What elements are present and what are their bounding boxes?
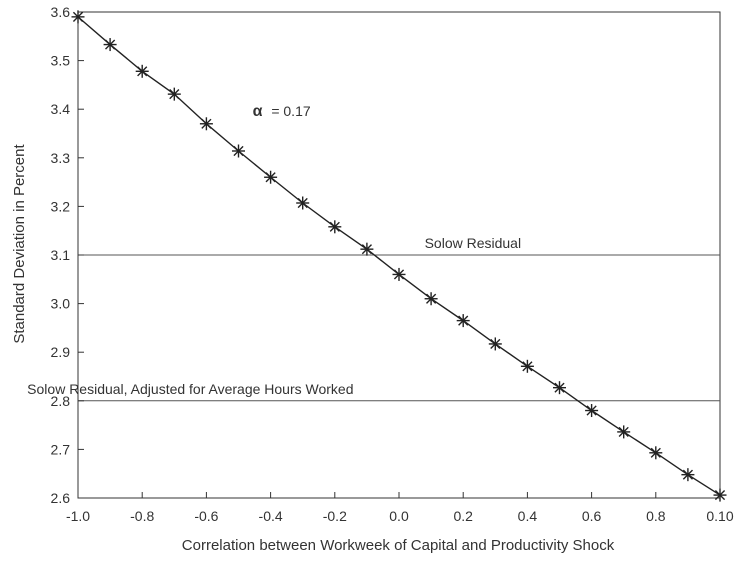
x-tick-label: 0.6 [582, 508, 602, 524]
data-point-star [713, 488, 727, 502]
x-tick-label: 0.2 [453, 508, 473, 524]
y-tick-label: 3.4 [51, 101, 71, 117]
data-point-star [199, 117, 213, 131]
data-point-star [135, 64, 149, 78]
data-point-star [424, 292, 438, 306]
x-tick-label: 0.0 [389, 508, 409, 524]
annotations-layer: α = 0.17 [253, 103, 311, 120]
y-tick-label: 2.9 [51, 344, 71, 360]
reference-line-label: Solow Residual, Adjusted for Average Hou… [27, 381, 353, 397]
alpha-value: = 0.17 [271, 103, 311, 119]
y-tick-label: 2.6 [51, 490, 71, 506]
x-tick-label: -0.2 [323, 508, 347, 524]
data-point-star [681, 468, 695, 482]
x-tick-label: 0.4 [518, 508, 538, 524]
data-point-star [649, 446, 663, 460]
y-tick-label: 3.3 [51, 150, 71, 166]
reference-line-label: Solow Residual [425, 235, 522, 251]
x-tick-label: 0.8 [646, 508, 666, 524]
series-layer [71, 10, 727, 502]
alpha-symbol: α [253, 103, 263, 120]
data-point-star [328, 220, 342, 234]
x-axis-ticks: -1.0 -0.8 -0.6 -0.4 -0.2 0.0 0.2 0.4 0.6 0.8 0.10 [66, 492, 734, 524]
data-point-star [360, 242, 374, 256]
data-point-star [392, 267, 406, 281]
x-tick-label: -0.6 [194, 508, 218, 524]
data-point-star [264, 170, 278, 184]
data-point-star [296, 196, 310, 210]
y-tick-label: 3.1 [51, 247, 71, 263]
data-point-star [585, 404, 599, 418]
y-tick-label: 2.8 [51, 393, 71, 409]
data-point-star [617, 425, 631, 439]
data-point-star [232, 144, 245, 158]
x-tick-label: -0.4 [259, 508, 283, 524]
y-tick-label: 3.5 [51, 53, 71, 69]
data-point-star [71, 10, 85, 24]
data-point-star [456, 314, 470, 328]
data-point-star [167, 87, 181, 101]
data-point-star [488, 337, 502, 351]
data-point-star [520, 359, 534, 373]
y-tick-label: 3.6 [51, 4, 71, 20]
y-tick-label: 3.2 [51, 198, 71, 214]
x-tick-label: -0.8 [130, 508, 154, 524]
data-point-star [553, 381, 566, 395]
x-tick-label: 0.10 [706, 508, 733, 524]
x-tick-label: -1.0 [66, 508, 90, 524]
data-point-star [103, 38, 117, 52]
reference-lines: Solow Residual Solow Residual, Adjusted f… [27, 235, 720, 402]
y-axis-title: Standard Deviation in Percent [11, 144, 28, 344]
x-axis-title: Correlation between Workweek of Capital … [182, 537, 615, 554]
y-tick-label: 3.0 [51, 296, 71, 312]
y-tick-label: 2.7 [51, 441, 71, 457]
y-axis-ticks: 2.6 2.7 2.8 2.9 3.0 3.1 3.2 3.3 3.4 3.5 3.6 [51, 4, 84, 506]
alpha-annotation: α = 0.17 [253, 103, 311, 120]
